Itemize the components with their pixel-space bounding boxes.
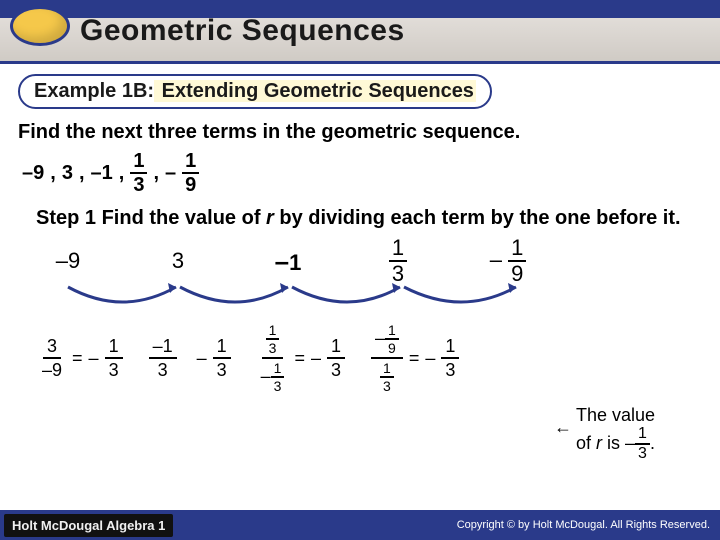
slide-footer: Holt McDougal Algebra 1 Copyright © by H…	[0, 510, 720, 540]
seq-t5-sign: –	[165, 162, 176, 185]
arrow-icon: ←	[554, 417, 572, 438]
example-label: Example 1B: Extending Geometric Sequence…	[18, 74, 492, 109]
example-rest: Extending Geometric Sequences	[154, 80, 476, 102]
calc-3: 13 –13 = – 13	[257, 323, 345, 393]
step1-text-a: Find the value of	[96, 207, 266, 229]
calc-4: –19 13 = – 13	[371, 323, 459, 393]
calc-row: 3–9 = – 13 –13 – 13 13 –13 = – 13 –19 13	[38, 323, 702, 393]
prompt-text: Find the next three terms in the geometr…	[18, 119, 702, 145]
term-d: 13	[378, 237, 418, 285]
footer-right: Copyright © by Holt McDougal. All Rights…	[457, 519, 710, 531]
seq-t2: 3	[62, 162, 73, 185]
calc-2: –13 – 13	[149, 337, 231, 379]
seq-t1: –9	[22, 162, 44, 185]
sequence-display: –9, 3, –1, 1 3 , – 1 9	[22, 151, 702, 195]
seq-t5: 1 9	[182, 151, 199, 195]
calc-1: 3–9 = – 13	[38, 337, 123, 379]
seq-t3: –1	[91, 162, 113, 185]
example-prefix: Example 1B:	[34, 80, 154, 102]
header-title: Geometric Sequences	[80, 14, 405, 48]
footer-left: Holt McDougal Algebra 1	[4, 514, 173, 537]
terms-row: –9 3 –1 13 – 19	[48, 237, 702, 285]
step1-var: r	[266, 207, 274, 229]
r-value-note: The value of r is –13.	[576, 404, 706, 463]
step1-label: Step 1	[36, 207, 96, 229]
term-b: 3	[158, 248, 198, 274]
term-a: –9	[48, 248, 88, 274]
seq-t4: 1 3	[130, 151, 147, 195]
arcs-svg	[48, 283, 608, 319]
step1-text-b: by dividing each term by the one before …	[274, 207, 681, 229]
slide-header: Geometric Sequences	[0, 0, 720, 64]
header-oval-icon	[10, 6, 70, 46]
step1: Step 1 Find the value of r by dividing e…	[36, 205, 702, 231]
term-e: – 19	[488, 237, 528, 285]
term-c: –1	[268, 246, 308, 277]
arcs	[48, 283, 702, 319]
slide-content: Example 1B: Extending Geometric Sequence…	[0, 64, 720, 393]
